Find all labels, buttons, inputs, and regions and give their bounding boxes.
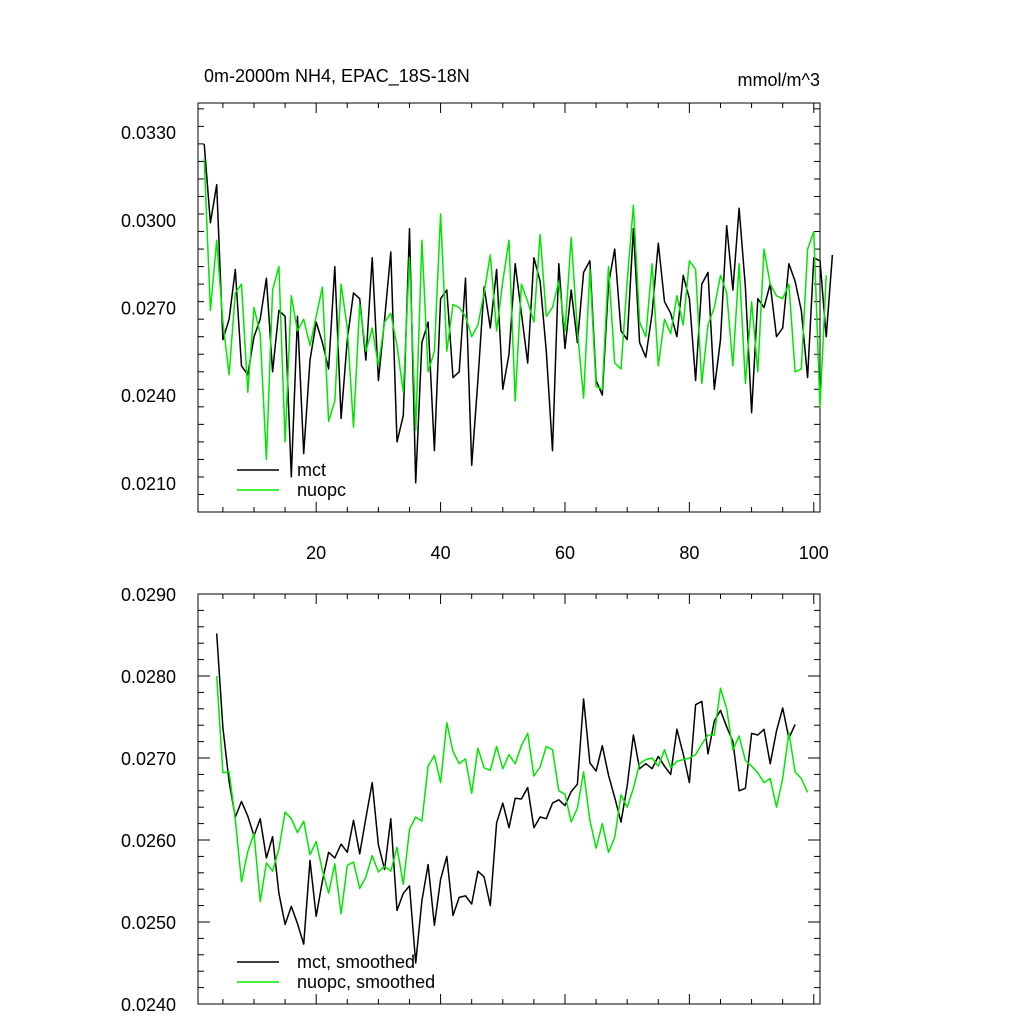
x-tick-label: 100 [799, 543, 829, 563]
plot-frame [197, 593, 821, 1005]
y-tick-label: 0.0290 [121, 585, 176, 605]
series-line-mct [203, 143, 834, 484]
y-tick-label: 0.0270 [121, 749, 176, 769]
y-tick-label: 0.0240 [121, 386, 176, 406]
series-line-nuopc [203, 158, 827, 461]
y-tick-label: 0.0280 [121, 667, 176, 687]
series-line-nuopc-smoothed [215, 675, 809, 915]
y-tick-label: 0.0270 [121, 299, 176, 319]
x-tick-label: 40 [431, 543, 451, 563]
x-tick-label: 20 [306, 543, 326, 563]
title-right: mmol/m^3 [738, 70, 820, 90]
legend-label: nuopc, smoothed [297, 972, 435, 992]
legend-label: mct, smoothed [297, 952, 415, 972]
legend-label: mct [297, 460, 326, 480]
y-tick-label: 0.0300 [121, 211, 176, 231]
y-tick-label: 0.0210 [121, 474, 176, 494]
legend-label: nuopc [297, 480, 346, 500]
title-left: 0m-2000m NH4, EPAC_18S-18N [204, 66, 470, 87]
bottom-panel: 0.0240 0.0250 0.0260 0.0270 0.0280 0.0290 mct,… [121, 585, 821, 1015]
y-tick-label: 0.0240 [121, 995, 176, 1015]
y-tick-label: 0.0330 [121, 123, 176, 143]
top-panel: 20 40 60 80 100 0.0210 0.0240 0.0270 0.0300 0.033… [121, 102, 834, 563]
x-tick-label: 80 [679, 543, 699, 563]
y-tick-label: 0.0250 [121, 913, 176, 933]
y-tick-label: 0.0260 [121, 831, 176, 851]
plot-frame [197, 102, 821, 513]
x-tick-label: 60 [555, 543, 575, 563]
series-line-mct-smoothed [215, 633, 796, 964]
